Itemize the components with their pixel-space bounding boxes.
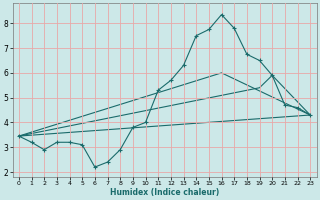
X-axis label: Humidex (Indice chaleur): Humidex (Indice chaleur) [110, 188, 219, 197]
